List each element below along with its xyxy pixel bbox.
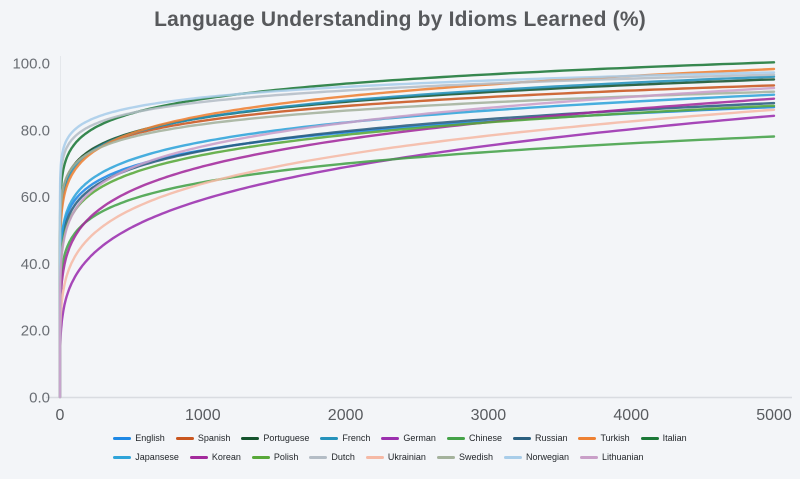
legend-item-english[interactable]: English bbox=[113, 433, 165, 443]
series-line-lithuanian bbox=[58, 86, 776, 399]
legend-label-japansese: Japansese bbox=[135, 452, 179, 462]
y-tick-label-20: 20.0 bbox=[21, 323, 50, 340]
legend-swatch-ukrainian bbox=[365, 455, 384, 459]
x-tick-label-2000: 2000 bbox=[328, 407, 364, 424]
legend-label-german: German bbox=[403, 433, 436, 443]
series-line-korean bbox=[58, 97, 776, 399]
y-tick-label-100: 100.0 bbox=[12, 56, 50, 73]
legend-label-korean: Korean bbox=[211, 452, 241, 462]
legend-label-polish: Polish bbox=[273, 452, 299, 462]
legend-swatch-japansese bbox=[113, 455, 132, 459]
legend-swatch-english bbox=[113, 436, 132, 440]
series-line-swedish bbox=[58, 90, 776, 399]
legend-label-swedish: Swedish bbox=[458, 452, 493, 462]
legend-label-dutch: Dutch bbox=[331, 452, 355, 462]
series-line-french bbox=[58, 75, 776, 399]
legend-swatch-lithuanian bbox=[580, 455, 598, 459]
series-line-russian bbox=[58, 101, 776, 399]
legend-item-turkish[interactable]: Turkish bbox=[578, 433, 630, 443]
legend-label-norwegian: Norwegian bbox=[525, 452, 569, 462]
legend-swatch-german bbox=[381, 436, 400, 440]
legend-item-korean[interactable]: Korean bbox=[189, 452, 241, 462]
legend-label-spanish: Spanish bbox=[197, 433, 231, 443]
legend-swatch-chinese bbox=[446, 436, 465, 440]
legend-item-spanish[interactable]: Spanish bbox=[175, 433, 231, 443]
series-line-spanish bbox=[58, 84, 776, 399]
legend-item-russian[interactable]: Russian bbox=[512, 433, 568, 443]
legend-swatch-polish bbox=[251, 455, 270, 459]
x-tick-label-3000: 3000 bbox=[471, 407, 507, 424]
y-tick-label-80: 80.0 bbox=[21, 122, 50, 139]
legend-item-polish[interactable]: Polish bbox=[251, 452, 299, 462]
y-tick-label-40: 40.0 bbox=[21, 256, 50, 273]
legend-item-japansese[interactable]: Japansese bbox=[113, 452, 179, 462]
series-line-norwegian bbox=[58, 71, 776, 399]
legend-swatch-dutch bbox=[309, 455, 328, 459]
legend-swatch-portuguese bbox=[241, 436, 260, 440]
legend-rows: English Spanish Portuguese French German Chin… bbox=[113, 433, 687, 462]
legend-row-2: Japansese Korean Polish Dutch Ukrainian Swedi… bbox=[113, 452, 644, 462]
legend-item-lithuanian[interactable]: Lithuanian bbox=[580, 452, 644, 462]
y-tick-label-60: 60.0 bbox=[21, 189, 50, 206]
legend-item-french[interactable]: French bbox=[320, 433, 370, 443]
legend-item-italian[interactable]: Italian bbox=[640, 433, 687, 443]
legend-swatch-norwegian bbox=[503, 455, 522, 459]
series-line-german bbox=[58, 114, 776, 399]
legend-swatch-spanish bbox=[175, 436, 194, 440]
legend-item-norwegian[interactable]: Norwegian bbox=[503, 452, 569, 462]
legend-label-chinese: Chinese bbox=[468, 433, 502, 443]
series-line-dutch bbox=[58, 73, 776, 399]
legend-swatch-korean bbox=[189, 455, 208, 459]
series-line-ukrainian bbox=[58, 108, 776, 399]
legend-label-russian: Russian bbox=[534, 433, 568, 443]
legend-label-ukrainian: Ukrainian bbox=[387, 452, 426, 462]
legend-row-1: English Spanish Portuguese French German Chin… bbox=[113, 433, 687, 443]
series-line-japansese bbox=[58, 93, 776, 399]
legend-swatch-french bbox=[320, 436, 339, 440]
x-tick-label-4000: 4000 bbox=[613, 407, 649, 424]
legend-item-chinese[interactable]: Chinese bbox=[446, 433, 502, 443]
legend-swatch-swedish bbox=[436, 455, 455, 459]
x-tick-label-1000: 1000 bbox=[185, 407, 221, 424]
legend-label-lithuanian: Lithuanian bbox=[602, 452, 644, 462]
legend-swatch-turkish bbox=[578, 436, 597, 440]
x-tick-label-5000: 5000 bbox=[756, 407, 792, 424]
legend-label-portuguese: Portuguese bbox=[263, 433, 310, 443]
legend-item-portuguese[interactable]: Portuguese bbox=[241, 433, 309, 443]
legend-item-swedish[interactable]: Swedish bbox=[436, 452, 493, 462]
legend: English Spanish Portuguese French German Chin… bbox=[0, 433, 800, 462]
legend-label-french: French bbox=[342, 433, 371, 443]
x-tick-label-0: 0 bbox=[56, 407, 65, 424]
legend-item-ukrainian[interactable]: Ukrainian bbox=[365, 452, 426, 462]
legend-label-italian: Italian bbox=[662, 433, 687, 443]
series-line-english bbox=[58, 105, 776, 399]
chart-title: Language Understanding by Idioms Learned… bbox=[154, 8, 646, 31]
legend-swatch-italian bbox=[640, 436, 659, 440]
legend-item-german[interactable]: German bbox=[381, 433, 436, 443]
legend-item-dutch[interactable]: Dutch bbox=[309, 452, 355, 462]
legend-swatch-russian bbox=[512, 436, 531, 440]
y-tick-label-0: 0.0 bbox=[29, 390, 50, 407]
legend-label-turkish: Turkish bbox=[600, 433, 630, 443]
legend-label-english: English bbox=[135, 433, 165, 443]
